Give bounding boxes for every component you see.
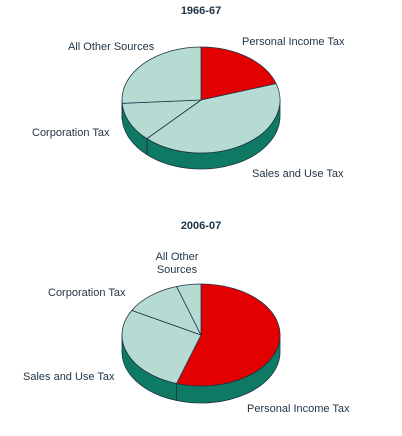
pie-slice-sales-and-use-tax-2006-07 — [121, 310, 202, 384]
pie-chart-2006-07: 2006-07 Personal Income Tax Sales and Us… — [23, 220, 350, 415]
chart-title-1966-67: 1966-67 — [181, 5, 221, 17]
pie-slice-corporation-tax-1966-67 — [121, 99, 202, 140]
label-corporation-tax-1966-67: Corporation Tax — [32, 127, 110, 139]
label-all-other-sources-1966-67: All Other Sources — [68, 41, 155, 53]
pie-slice-all-other-sources-1966-67 — [121, 46, 202, 104]
pie-slice-personal-income-tax-2006-07 — [176, 283, 281, 387]
pie-body-2006-07 — [121, 283, 281, 404]
label-personal-income-tax-2006-07: Personal Income Tax — [247, 403, 350, 415]
pie-slice-personal-income-tax-1966-67 — [200, 46, 277, 101]
pie-slice-all-other-sources-2006-07 — [176, 283, 202, 336]
label-corporation-tax-2006-07: Corporation Tax — [48, 287, 126, 299]
chart-title-2006-07: 2006-07 — [181, 220, 221, 232]
label-all-other-sources-line2-2006-07: Sources — [157, 264, 198, 276]
pie-slice-corporation-tax-2006-07 — [131, 286, 202, 336]
label-personal-income-tax-1966-67: Personal Income Tax — [242, 36, 345, 48]
pie-body-1966-67 — [121, 46, 281, 170]
label-sales-and-use-tax-1966-67: Sales and Use Tax — [252, 168, 344, 180]
label-sales-and-use-tax-2006-07: Sales and Use Tax — [23, 371, 115, 383]
pie-slice-sales-and-use-tax-1966-67 — [146, 83, 281, 154]
label-all-other-sources-line1-2006-07: All Other — [156, 251, 199, 263]
pie-chart-1966-67: 1966-67 Personal Income Tax Sales and Us… — [32, 5, 345, 180]
